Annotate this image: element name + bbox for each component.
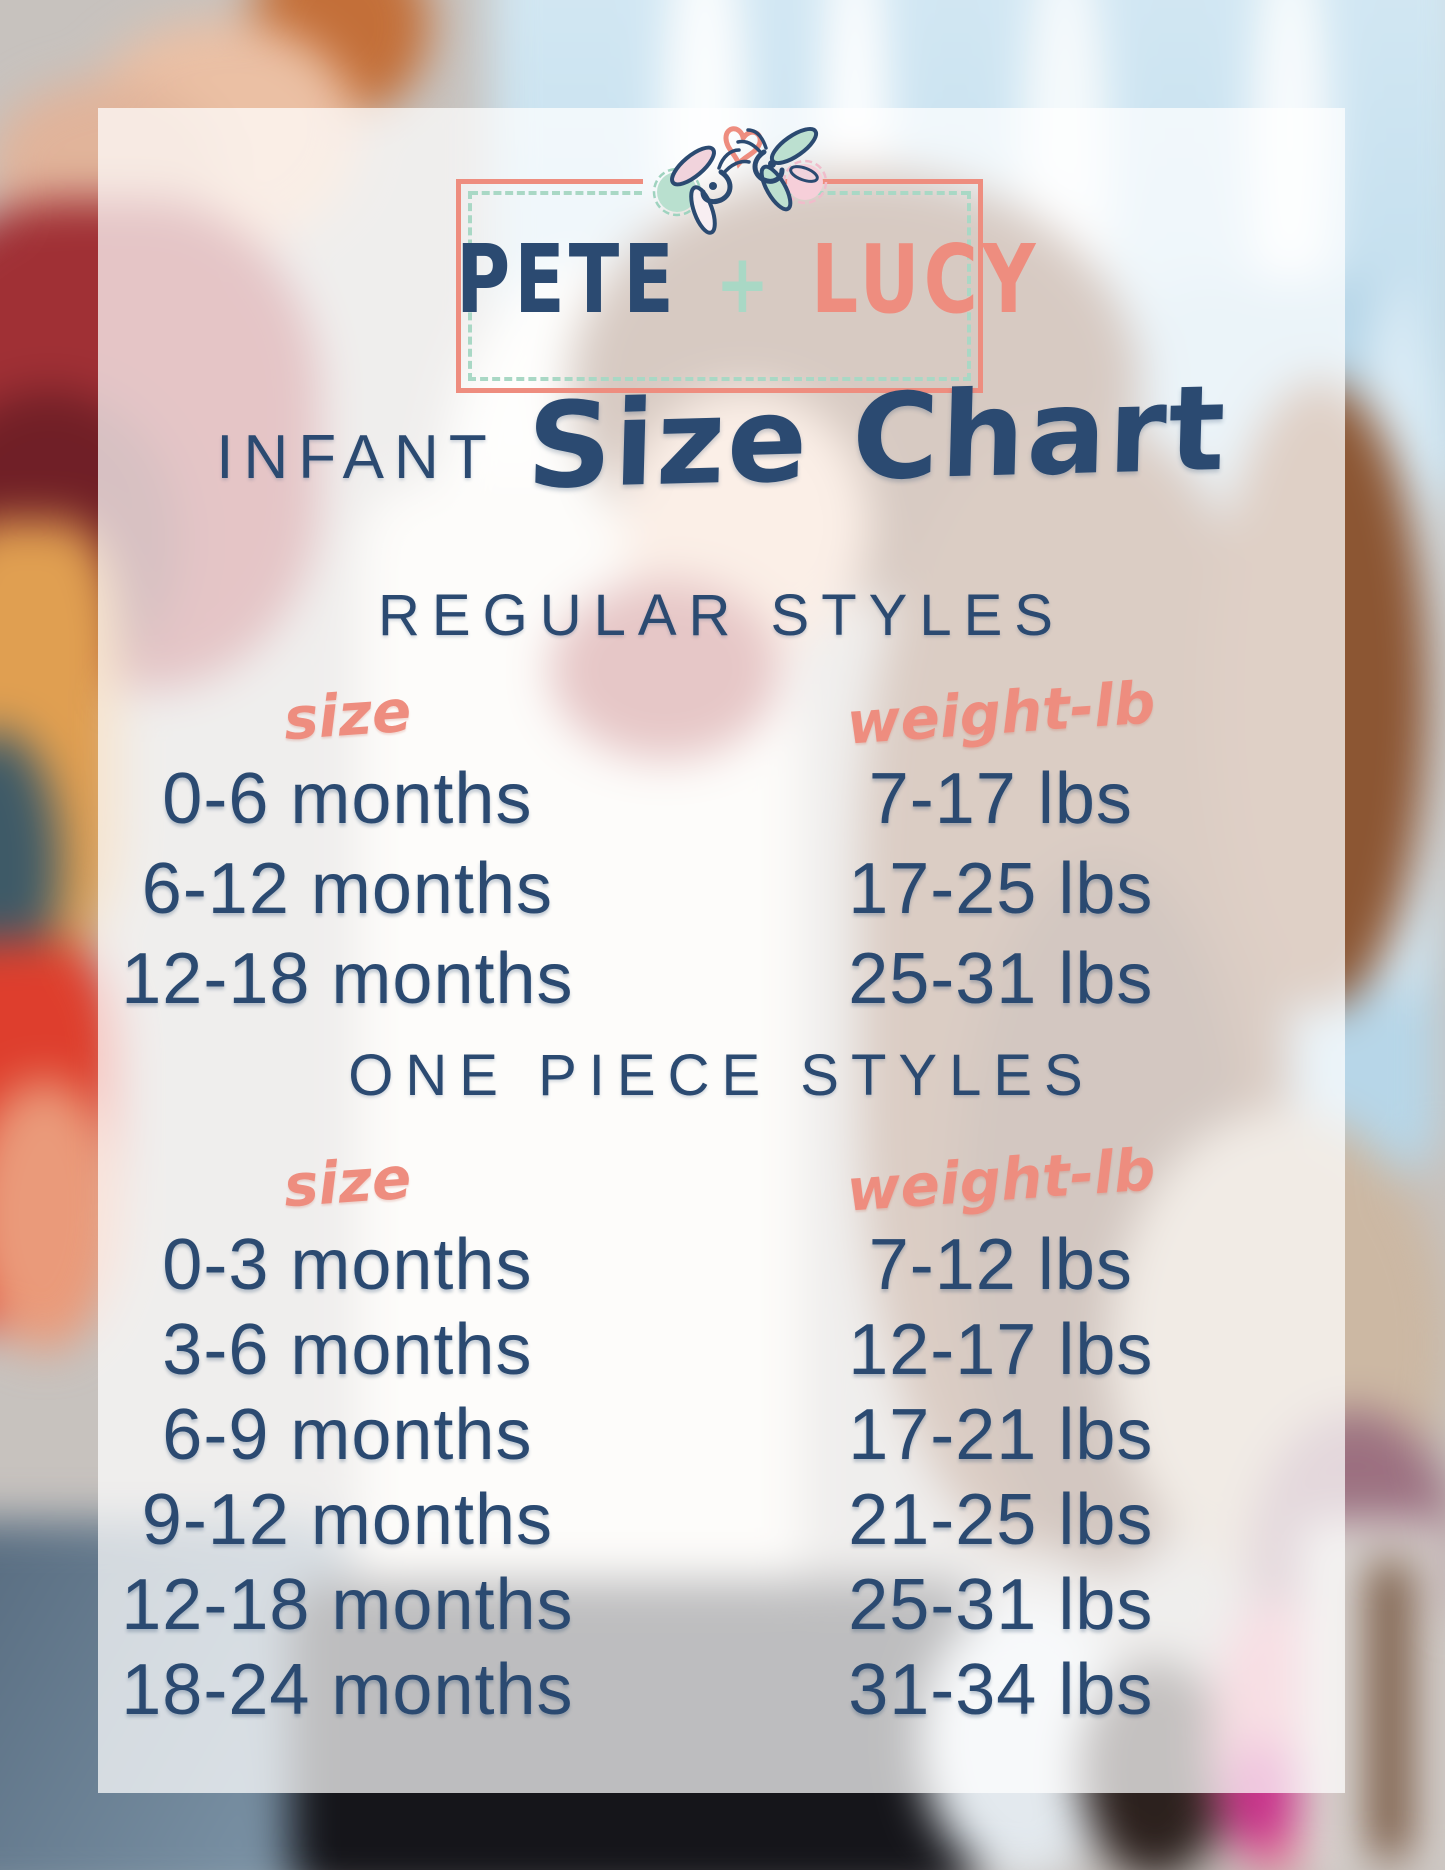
size-value: 12-18 months — [121, 1564, 574, 1645]
weight-value: 17-25 lbs — [848, 849, 1154, 929]
section-heading: REGULAR STYLES — [378, 583, 1065, 648]
weight-value: 7-17 lbs — [868, 759, 1133, 839]
brand-word-lucy: LUCY — [810, 225, 1040, 336]
weight-value: 21-25 lbs — [848, 1479, 1154, 1560]
page-title: INFANT Size Chart — [98, 359, 1345, 533]
table-row: 0-6 months 7-17 lbs — [98, 754, 1345, 844]
size-value: 18-24 months — [121, 1649, 574, 1730]
weight-value: 7-12 lbs — [868, 1224, 1133, 1305]
size-value: 9-12 months — [141, 1479, 553, 1560]
firefly-heart-doodle-icon — [652, 126, 828, 235]
size-column-header: size — [281, 1143, 414, 1221]
table-row: 6-9 months 17-21 lbs — [98, 1392, 1345, 1477]
logo-dashed-top-left-segment — [470, 191, 642, 195]
one-piece-styles-section: ONE PIECE STYLES size weight-lb 0-3 mont… — [98, 1044, 1345, 1732]
logo-dashed-top-right-segment — [779, 191, 969, 195]
table-row: 12-18 months 25-31 lbs — [98, 1562, 1345, 1647]
logo-border-top-left-segment — [456, 179, 643, 184]
size-value: 12-18 months — [121, 939, 574, 1019]
brand-plus-sign: + — [715, 237, 774, 333]
weight-value: 12-17 lbs — [848, 1309, 1154, 1390]
size-value: 0-6 months — [162, 759, 533, 839]
table-row: 18-24 months 31-34 lbs — [98, 1647, 1345, 1732]
logo-dashed-frame — [468, 191, 971, 381]
brand-name: PETE + LUCY — [456, 225, 1035, 336]
logo-border-left — [456, 179, 461, 393]
weight-value: 25-31 lbs — [848, 1564, 1154, 1645]
brand-word-pete: PETE — [456, 225, 678, 336]
logo-border-top-right-segment — [779, 179, 983, 184]
size-value: 0-3 months — [162, 1224, 533, 1305]
table-row: 0-3 months 7-12 lbs — [98, 1222, 1345, 1307]
table-header-row: size weight-lb — [98, 1135, 1345, 1224]
logo-border-bottom — [456, 388, 983, 393]
size-value: 6-9 months — [162, 1394, 533, 1475]
size-column-header: size — [281, 676, 414, 754]
logo-border-right — [978, 179, 983, 393]
regular-styles-section: REGULAR STYLES size weight-lb 0-6 months… — [98, 584, 1345, 1024]
table-row: 6-12 months 17-25 lbs — [98, 844, 1345, 934]
table-row: 9-12 months 21-25 lbs — [98, 1477, 1345, 1562]
weight-value: 25-31 lbs — [848, 939, 1154, 1019]
table-header-row: size weight-lb — [98, 668, 1345, 757]
title-prefix: INFANT — [216, 423, 497, 492]
photo-blob — [1370, 1560, 1410, 1860]
table-row: 3-6 months 12-17 lbs — [98, 1307, 1345, 1392]
size-value: 6-12 months — [141, 849, 553, 929]
size-value: 3-6 months — [162, 1309, 533, 1390]
title-main: Size Chart — [524, 358, 1229, 516]
section-heading: ONE PIECE STYLES — [348, 1043, 1095, 1108]
firefly-doodle-left-icon — [670, 145, 751, 235]
table-row: 12-18 months 25-31 lbs — [98, 934, 1345, 1024]
weight-value: 31-34 lbs — [848, 1649, 1154, 1730]
brand-logo-box: PETE + LUCY — [456, 179, 1035, 393]
firefly-doodle-right-icon — [736, 126, 819, 212]
weight-value: 17-21 lbs — [848, 1394, 1154, 1475]
